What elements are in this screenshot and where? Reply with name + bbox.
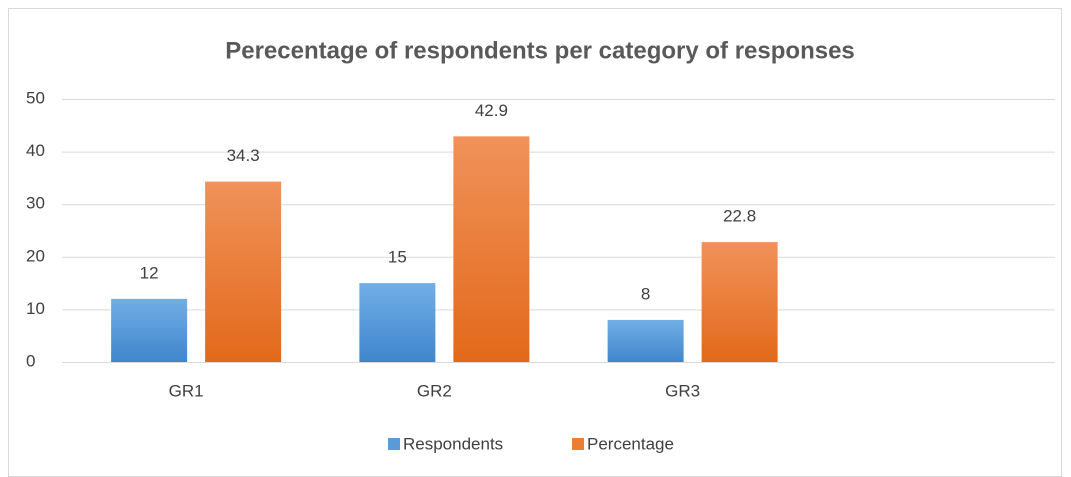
data-label: 34.3 <box>227 146 260 165</box>
bar <box>205 181 282 362</box>
data-label: 12 <box>140 263 159 282</box>
chart-title: Perecentage of respondents per category … <box>225 37 855 64</box>
y-tick-label: 40 <box>26 141 45 160</box>
data-label: 8 <box>641 284 650 303</box>
y-tick-label: 20 <box>26 246 45 265</box>
data-label: 15 <box>388 248 407 267</box>
data-label: 42.9 <box>475 101 508 120</box>
chart-border <box>8 8 1062 477</box>
data-label: 22.8 <box>723 207 756 226</box>
bar <box>359 283 436 362</box>
legend-label: Percentage <box>587 434 674 453</box>
y-tick-label: 30 <box>26 194 45 213</box>
y-tick-label: 0 <box>26 351 35 370</box>
legend-swatch <box>388 438 400 450</box>
legend-label: Respondents <box>403 434 503 453</box>
bar <box>111 298 188 362</box>
legend-swatch <box>572 438 584 450</box>
x-tick-label: GR2 <box>417 381 452 400</box>
x-tick-label: GR1 <box>169 381 204 400</box>
x-tick-label: GR3 <box>665 381 700 400</box>
y-tick-label: 50 <box>26 88 45 107</box>
bar <box>453 136 530 362</box>
bar <box>701 242 778 362</box>
y-tick-label: 10 <box>26 299 45 318</box>
bar <box>607 319 684 362</box>
